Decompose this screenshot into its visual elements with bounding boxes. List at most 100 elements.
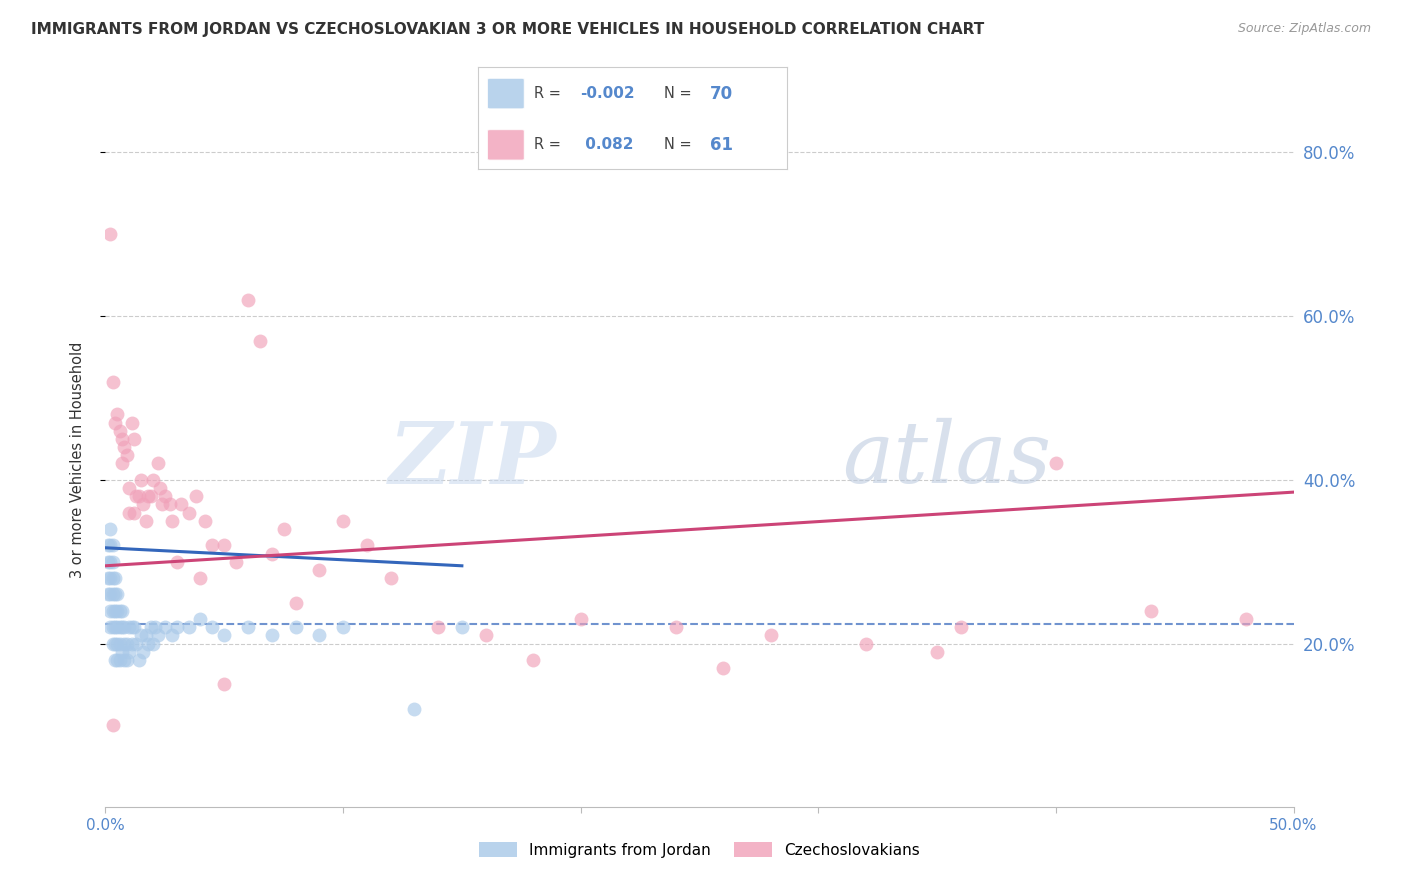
Point <box>125 636 148 650</box>
Point <box>101 636 124 650</box>
Legend: Immigrants from Jordan, Czechoslovakians: Immigrants from Jordan, Czechoslovakians <box>472 836 927 863</box>
Point <box>101 604 124 618</box>
Point <box>97 538 120 552</box>
Point <box>98 620 121 634</box>
Point <box>101 555 124 569</box>
Text: 0.082: 0.082 <box>581 137 634 153</box>
Point <box>118 506 141 520</box>
Text: ZIP: ZIP <box>389 417 557 501</box>
Point <box>1234 612 1257 626</box>
Point <box>101 571 124 585</box>
Point <box>166 555 188 569</box>
Point <box>522 653 544 667</box>
Point <box>118 481 141 495</box>
Point <box>111 457 134 471</box>
Point <box>949 620 972 634</box>
Text: 70: 70 <box>710 85 733 103</box>
Point <box>153 620 176 634</box>
Point <box>104 416 127 430</box>
Point <box>101 718 124 732</box>
Point <box>111 604 134 618</box>
Point <box>142 636 165 650</box>
Point <box>132 645 155 659</box>
Text: -0.002: -0.002 <box>581 86 634 101</box>
Point <box>122 432 145 446</box>
Point <box>101 538 124 552</box>
Point <box>273 522 295 536</box>
Point <box>160 514 183 528</box>
Point <box>142 473 165 487</box>
Point <box>201 538 224 552</box>
Point <box>249 334 271 348</box>
Point <box>665 620 688 634</box>
Point <box>105 653 128 667</box>
Point <box>121 636 143 650</box>
Point <box>118 620 141 634</box>
FancyBboxPatch shape <box>488 129 524 161</box>
Point <box>139 620 162 634</box>
Point <box>105 636 128 650</box>
Text: Source: ZipAtlas.com: Source: ZipAtlas.com <box>1237 22 1371 36</box>
Point <box>97 571 120 585</box>
Point <box>236 293 259 307</box>
Point <box>97 587 120 601</box>
Point <box>115 653 138 667</box>
Point <box>260 547 283 561</box>
Point <box>104 653 127 667</box>
Point <box>284 620 307 634</box>
Point <box>1140 604 1163 618</box>
Point <box>136 489 159 503</box>
Point <box>190 612 212 626</box>
Point <box>214 538 236 552</box>
Point <box>114 636 136 650</box>
Point <box>108 653 131 667</box>
Point <box>190 571 212 585</box>
Point <box>225 555 247 569</box>
Text: N =: N = <box>664 137 696 153</box>
Point <box>104 636 127 650</box>
Point <box>177 620 200 634</box>
Point <box>855 636 877 650</box>
Point <box>115 448 138 462</box>
Point <box>153 489 176 503</box>
Point <box>108 604 131 618</box>
Point <box>128 489 150 503</box>
Point <box>121 416 143 430</box>
Text: R =: R = <box>534 137 565 153</box>
Point <box>569 612 592 626</box>
Point <box>450 620 472 634</box>
Point <box>380 571 402 585</box>
Point <box>194 514 217 528</box>
Point <box>925 645 948 659</box>
Point <box>129 628 152 642</box>
Point <box>332 514 354 528</box>
Point <box>101 375 124 389</box>
Point <box>427 620 450 634</box>
Point <box>105 620 128 634</box>
Point <box>332 620 354 634</box>
Point <box>177 506 200 520</box>
Point <box>122 506 145 520</box>
Point <box>184 489 207 503</box>
Point <box>111 645 134 659</box>
Text: R =: R = <box>534 86 565 101</box>
Point <box>105 604 128 618</box>
Point <box>711 661 734 675</box>
Point <box>101 620 124 634</box>
Point <box>308 628 330 642</box>
Point <box>143 620 166 634</box>
Point <box>108 424 131 438</box>
Point <box>129 473 152 487</box>
Point <box>104 587 127 601</box>
Point <box>135 514 157 528</box>
Point <box>201 620 224 634</box>
Point <box>105 408 128 422</box>
Point <box>98 227 121 242</box>
Point <box>136 636 159 650</box>
Point <box>128 653 150 667</box>
Point <box>356 538 378 552</box>
Point <box>111 432 134 446</box>
Point <box>104 571 127 585</box>
Point <box>118 645 141 659</box>
Point <box>170 497 193 511</box>
